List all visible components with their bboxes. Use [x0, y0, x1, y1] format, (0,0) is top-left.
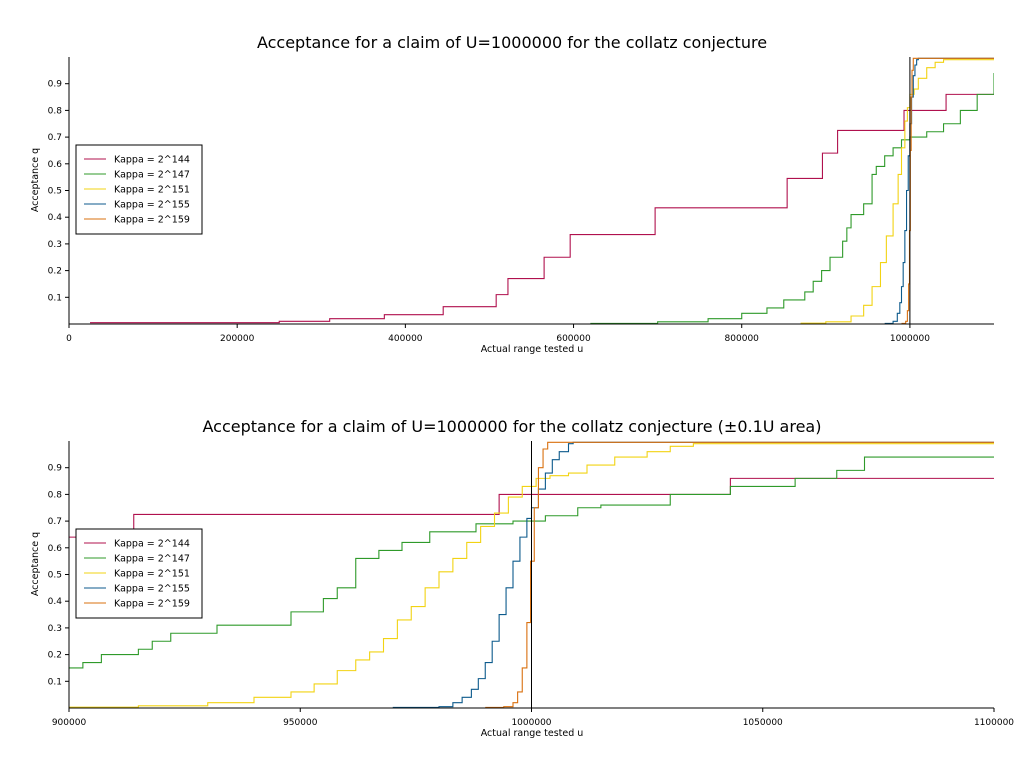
legend-item: Kappa = 2^155: [84, 200, 190, 211]
legend-label: Kappa = 2^151: [114, 569, 190, 580]
x-tick-label: 1050000: [743, 718, 783, 728]
x-tick-label: 200000: [220, 334, 255, 344]
x-tick-label: 950000: [283, 718, 318, 728]
x-tick-label: 0: [66, 334, 72, 344]
legend-item: Kappa = 2^144: [84, 155, 190, 166]
x-tick-label: 900000: [52, 718, 87, 728]
y-tick-label: 0.7: [48, 133, 62, 143]
y-tick-label: 0.5: [48, 187, 62, 197]
plot-area: 0 200000 400000 600000 800000 1000000 0.1 0.2 0.…: [48, 57, 994, 344]
series-line: [485, 441, 994, 708]
y-tick-label: 0.7: [48, 517, 62, 527]
chart-title: Acceptance for a claim of U=1000000 for …: [203, 417, 822, 436]
y-tick-label: 0.5: [48, 571, 62, 581]
x-tick-label: 600000: [556, 334, 591, 344]
y-tick-label: 0.4: [48, 213, 63, 223]
x-axis-label: Actual range tested u: [481, 344, 584, 355]
series-line: [901, 57, 994, 324]
series-line: [90, 93, 994, 324]
y-tick-label: 0.6: [48, 544, 63, 554]
legend-label: Kappa = 2^144: [114, 539, 190, 550]
legend-item: Kappa = 2^151: [84, 185, 190, 196]
x-tick-label: 1100000: [974, 718, 1014, 728]
legend-item: Kappa = 2^159: [84, 599, 190, 610]
y-tick-label: 0.4: [48, 597, 63, 607]
legend-item: Kappa = 2^159: [84, 215, 190, 226]
legend-label: Kappa = 2^155: [114, 200, 190, 211]
series-line: [69, 443, 994, 708]
legend-item: Kappa = 2^147: [84, 554, 190, 565]
chart-bottom: Acceptance for a claim of U=1000000 for …: [30, 417, 1014, 739]
y-tick-label: 0.9: [48, 80, 63, 90]
series-line: [800, 59, 994, 324]
x-tick-label: 1000000: [890, 334, 930, 344]
legend-label: Kappa = 2^144: [114, 155, 190, 166]
legend-label: Kappa = 2^151: [114, 185, 190, 196]
legend-item: Kappa = 2^155: [84, 584, 190, 595]
legend-item: Kappa = 2^151: [84, 569, 190, 580]
y-tick-label: 0.3: [48, 624, 62, 634]
legend-item: Kappa = 2^144: [84, 539, 190, 550]
series-line: [884, 57, 994, 324]
legend-label: Kappa = 2^159: [114, 599, 190, 610]
series-line: [392, 441, 994, 708]
y-tick-label: 0.2: [48, 267, 62, 277]
x-tick-label: 1000000: [511, 718, 551, 728]
y-tick-label: 0.2: [48, 651, 62, 661]
y-tick-label: 0.8: [48, 106, 63, 116]
y-tick-label: 0.6: [48, 160, 63, 170]
legend: Kappa = 2^144 Kappa = 2^147 Kappa = 2^151 K…: [75, 528, 203, 619]
legend-item: Kappa = 2^147: [84, 170, 190, 181]
y-axis-label: Acceptance q: [30, 148, 41, 212]
legend: Kappa = 2^144 Kappa = 2^147 Kappa = 2^151 K…: [75, 144, 203, 235]
legend-label: Kappa = 2^159: [114, 215, 190, 226]
y-tick-label: 0.8: [48, 490, 63, 500]
series-line: [590, 73, 994, 324]
legend-label: Kappa = 2^147: [114, 554, 190, 565]
x-tick-label: 400000: [388, 334, 423, 344]
series-line: [69, 456, 994, 669]
legend-label: Kappa = 2^147: [114, 170, 190, 181]
y-axis-label: Acceptance q: [30, 532, 41, 596]
chart-title: Acceptance for a claim of U=1000000 for …: [257, 33, 767, 52]
x-tick-label: 800000: [725, 334, 760, 344]
y-tick-label: 0.3: [48, 240, 62, 250]
x-axis-label: Actual range tested u: [481, 728, 584, 739]
y-tick-label: 0.1: [48, 293, 62, 303]
legend-label: Kappa = 2^155: [114, 584, 190, 595]
y-tick-label: 0.9: [48, 464, 63, 474]
chart-top: Acceptance for a claim of U=1000000 for …: [30, 33, 994, 355]
y-tick-label: 0.1: [48, 677, 62, 687]
